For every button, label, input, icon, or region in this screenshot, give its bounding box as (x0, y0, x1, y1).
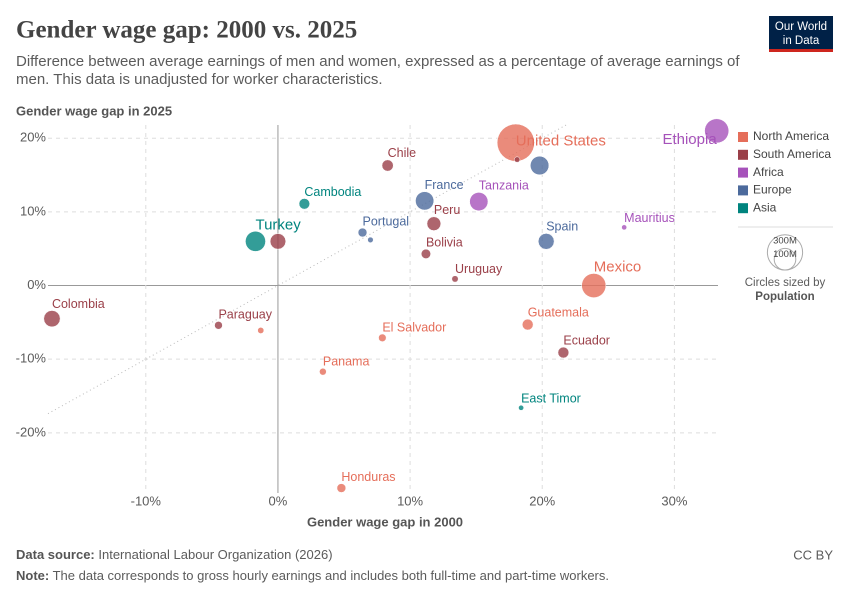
logo-box (769, 16, 833, 52)
point (704, 118, 730, 144)
point (357, 227, 368, 238)
point (336, 483, 347, 493)
point (214, 321, 223, 330)
point-label: United States (516, 133, 606, 150)
point (621, 224, 627, 231)
subtitle: men. This data is unadjusted for worker … (16, 71, 383, 88)
point-label: Chile (388, 146, 417, 160)
point (518, 404, 524, 411)
reference-line (47, 124, 567, 415)
points (43, 118, 730, 493)
point-label: Cambodia (304, 185, 361, 199)
x-tick-label: -10% (131, 493, 162, 508)
point-label: Paraguay (218, 308, 272, 322)
point (415, 191, 435, 211)
y-tick-label: -20% (16, 424, 47, 439)
y-tick-label: -10% (16, 351, 47, 366)
point-label: Tanzania (479, 179, 529, 193)
point (522, 318, 534, 331)
legend-swatch (738, 132, 748, 142)
point (245, 231, 266, 252)
point (257, 327, 265, 334)
point-label: Uruguay (455, 262, 503, 276)
point-label: Guatemala (528, 305, 589, 319)
point (367, 236, 374, 243)
legend-swatch (738, 149, 748, 160)
source-label: Data source: (16, 547, 95, 562)
note-text: The data corresponds to gross hourly ear… (53, 568, 609, 583)
logo-text: in Data (783, 35, 820, 47)
logo-bar (769, 49, 833, 52)
legend-swatch (738, 167, 748, 178)
x-tick-label: 10% (397, 493, 423, 508)
license[interactable]: CC BY (793, 547, 833, 562)
point-label: Colombia (52, 297, 105, 311)
x-tick-label: 20% (529, 493, 555, 508)
point (581, 273, 607, 298)
y-axis-label: Gender wage gap in 2025 (16, 103, 172, 118)
point (514, 156, 521, 163)
size-legend-label: 300M (773, 235, 797, 246)
legend-swatch (738, 185, 748, 196)
point (530, 155, 550, 176)
size-legend-label: 100M (773, 249, 797, 260)
point (298, 198, 310, 210)
point-label: El Salvador (382, 320, 446, 334)
point (381, 159, 394, 172)
legend-label: North America (753, 129, 829, 143)
point-label: East Timor (521, 391, 581, 405)
size-legend-circle (773, 247, 797, 271)
note: Note: The data corresponds to gross hour… (16, 568, 609, 583)
x-tick-label: 0% (269, 493, 288, 508)
legend-label: Europe (753, 183, 792, 197)
point-label: Honduras (341, 470, 395, 484)
point-label: Portugal (363, 214, 410, 228)
legend-label: South America (753, 147, 831, 161)
point (43, 310, 61, 328)
point (557, 346, 570, 359)
y-tick-label: 0% (27, 277, 46, 292)
logo-text: Our World (775, 21, 827, 33)
subtitle: Difference between average earnings of m… (16, 53, 740, 70)
point (269, 233, 286, 250)
legend-label: Asia (753, 200, 777, 214)
point-labels: United States Mexico Ethiopia Turkey Tanzani… (52, 131, 717, 484)
point-label: Peru (434, 203, 460, 217)
chart-title: Gender wage gap: 2000 vs. 2025 (16, 17, 357, 44)
point-label: Bolivia (426, 235, 463, 249)
size-legend-title: Circles sized by (745, 277, 826, 289)
source-text: International Labour Organization (2026) (98, 547, 332, 562)
point (420, 248, 431, 259)
point-label: Mexico (594, 258, 642, 275)
point-label: Spain (546, 220, 578, 234)
note-label: Note: (16, 568, 49, 583)
source: Data source: International Labour Organi… (16, 547, 333, 562)
point (378, 333, 387, 342)
x-tick-label: 30% (661, 493, 687, 508)
point (469, 192, 489, 212)
size-legend-variable: Population (755, 291, 814, 303)
point (451, 275, 459, 283)
point-label: Turkey (255, 216, 301, 233)
x-axis-label: Gender wage gap in 2000 (307, 514, 463, 529)
point (426, 216, 442, 231)
point-label: Ethiopia (662, 131, 717, 148)
point-label: Mauritius (624, 211, 675, 225)
logo[interactable]: Our World in Data (769, 16, 833, 52)
point-label: Panama (323, 355, 370, 369)
point-label: France (425, 178, 464, 192)
legend-label: Africa (753, 165, 784, 179)
y-tick-label: 20% (20, 130, 46, 145)
point-label: Ecuador (563, 333, 610, 347)
point (319, 368, 327, 376)
y-tick-label: 10% (20, 203, 46, 218)
legend-swatch (738, 203, 748, 214)
point (538, 233, 555, 250)
